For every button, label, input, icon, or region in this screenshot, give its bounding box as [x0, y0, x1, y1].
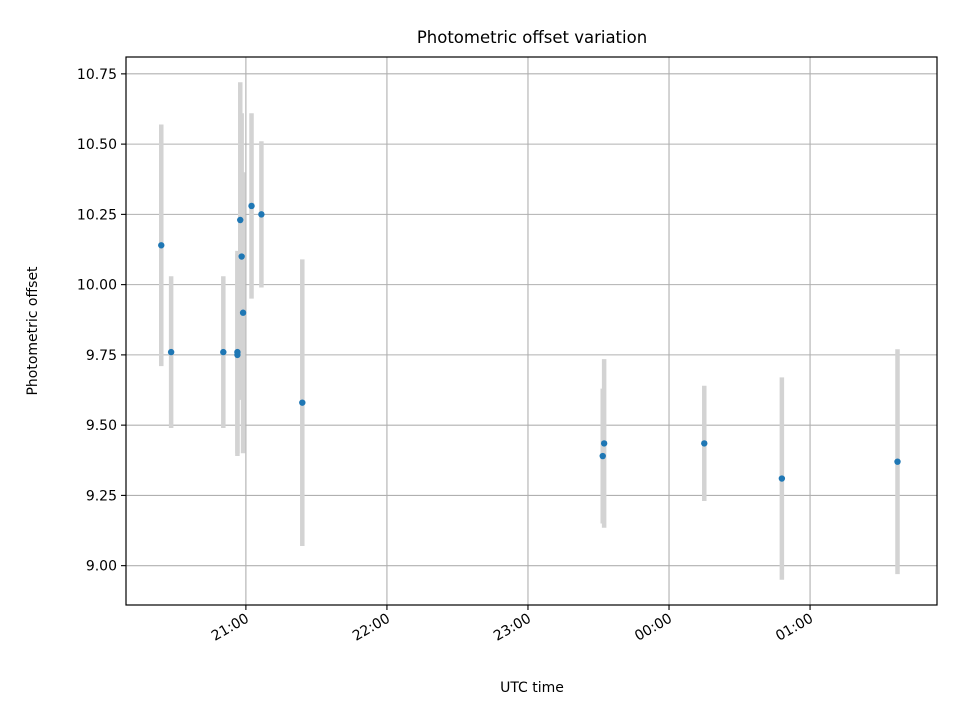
y-tick-label: 10.75	[77, 67, 117, 83]
y-tick-label: 9.00	[86, 559, 117, 575]
chart-title: Photometric offset variation	[417, 28, 647, 47]
data-point	[238, 253, 245, 260]
y-axis-label: Photometric offset	[25, 266, 41, 396]
data-point	[239, 309, 247, 316]
y-tick-label: 9.50	[86, 418, 117, 434]
data-point	[237, 216, 244, 224]
y-tick-label: 10.00	[77, 278, 117, 294]
data-point	[234, 351, 241, 359]
data-point	[701, 440, 708, 447]
data-point	[248, 202, 255, 210]
x-tick-label: 21:00	[209, 611, 252, 645]
y-tick-label: 10.25	[77, 207, 117, 223]
data-point	[599, 452, 606, 460]
plot-frame	[125, 56, 938, 606]
data-point	[158, 242, 165, 249]
data-point	[778, 475, 786, 482]
y-tick-label: 10.50	[77, 137, 117, 153]
data-point	[258, 211, 265, 218]
data-point	[220, 348, 227, 356]
x-tick-label: 00:00	[632, 611, 675, 645]
y-tick-label: 9.75	[86, 348, 117, 364]
errorbars	[159, 82, 900, 580]
y-tick-label: 9.25	[86, 488, 117, 504]
data-point	[167, 348, 175, 356]
x-tick-label: 23:00	[491, 611, 534, 645]
data-points	[158, 202, 901, 482]
data-point	[299, 399, 306, 406]
y-axis: 9.00 9.25 9.50 9.75 10.00 10.25 10.50 10.75	[77, 67, 126, 575]
grid	[126, 57, 937, 605]
x-axis: 21:00 22:00 23:00 00:00 01:00	[209, 605, 816, 645]
x-tick-label: 22:00	[350, 611, 393, 645]
x-axis-label: UTC time	[500, 680, 564, 696]
data-point	[894, 458, 901, 465]
x-tick-label: 01:00	[773, 611, 816, 645]
data-point	[600, 440, 608, 447]
